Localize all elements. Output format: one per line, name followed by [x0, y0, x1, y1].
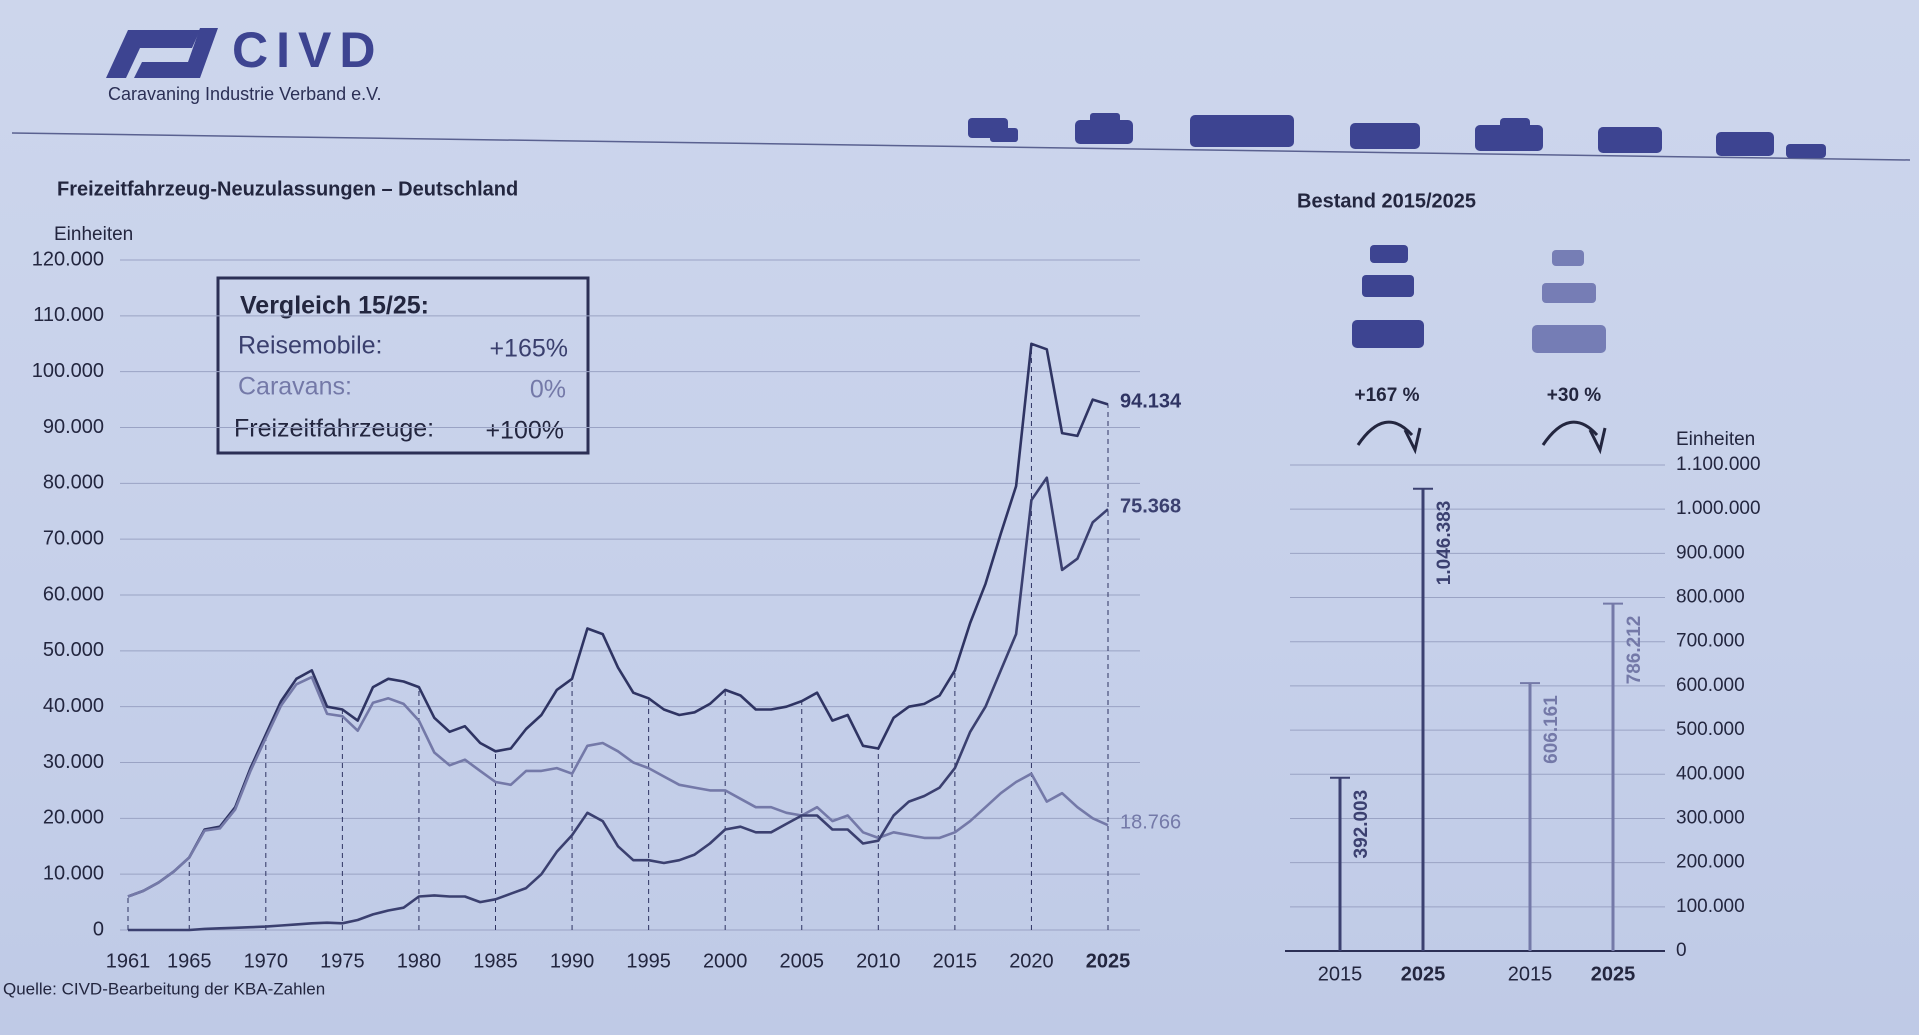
x-tick-label: 2025: [1401, 963, 1446, 985]
y-tick-label: 600.000: [1676, 675, 1745, 696]
x-tick-label: 2005: [780, 950, 825, 972]
y-axis-label: Einheiten: [1676, 429, 1755, 450]
logo-subtitle: Caravaning Industrie Verband e.V.: [108, 84, 382, 104]
y-tick-label: 200.000: [1676, 852, 1745, 873]
value-label: 1.046.383: [1434, 501, 1455, 586]
x-tick-label: 1985: [473, 950, 518, 972]
bar: [1611, 603, 1615, 951]
y-tick-label: 800.000: [1676, 587, 1745, 608]
y-tick-label: 700.000: [1676, 631, 1745, 652]
y-tick-label: 1.000.000: [1676, 498, 1761, 519]
logo-text: CIVD: [232, 22, 383, 78]
y-tick-label: 900.000: [1676, 542, 1745, 563]
y-tick-label: 70.000: [43, 527, 104, 549]
y-tick-label: 120.000: [32, 248, 104, 270]
y-tick-label: 0: [93, 918, 104, 940]
x-tick-label: 1965: [167, 950, 212, 972]
box-value: +100%: [485, 417, 564, 445]
y-tick-label: 1.100.000: [1676, 454, 1761, 475]
x-tick-label: 2015: [1318, 963, 1363, 985]
x-tick-label: 2015: [1508, 963, 1553, 985]
series-line: [128, 476, 1109, 932]
x-tick-label: 1990: [550, 950, 595, 972]
chart-title: Bestand 2015/2025: [1297, 190, 1476, 212]
box-value: +165%: [489, 335, 568, 363]
bar: [1338, 777, 1342, 951]
y-tick-label: 500.000: [1676, 719, 1745, 740]
y-axis-label: Einheiten: [54, 224, 133, 245]
end-value-label: 18.766: [1120, 812, 1181, 834]
y-tick-label: 40.000: [43, 695, 104, 717]
series-line: [127, 675, 1109, 898]
growth-annotation: +167 %: [1355, 385, 1420, 406]
y-tick-label: 110.000: [33, 304, 104, 326]
x-tick-label: 1975: [320, 950, 365, 972]
y-tick-label: 10.000: [43, 862, 104, 884]
y-tick-label: 50.000: [43, 639, 104, 661]
y-tick-label: 60.000: [43, 583, 104, 605]
bar: [1421, 488, 1425, 951]
x-tick-label: 2015: [933, 950, 978, 972]
series-line: [127, 342, 1109, 898]
y-tick-label: 80.000: [43, 472, 104, 494]
value-label: 606.161: [1541, 695, 1562, 764]
comparison-box: Vergleich 15/25: Reisemobile: +165% Cara…: [216, 276, 590, 455]
x-tick-label: 1970: [244, 950, 289, 972]
y-tick-label: 90.000: [43, 416, 104, 438]
y-tick-label: 20.000: [43, 807, 104, 829]
header-rule: [11, 132, 1911, 161]
vehicle-icons: [968, 113, 1826, 353]
y-tick-label: 300.000: [1676, 807, 1745, 828]
x-tick-label: 1961: [106, 950, 151, 972]
value-label: 392.003: [1351, 790, 1372, 859]
box-value: 0%: [530, 376, 566, 404]
x-tick-label: 2010: [856, 950, 901, 972]
value-label: 786.212: [1624, 616, 1645, 685]
y-tick-label: 100.000: [32, 360, 104, 382]
x-tick-label: 1980: [397, 950, 442, 972]
x-tick-label: 2000: [703, 950, 748, 972]
box-title: Vergleich 15/25:: [240, 292, 429, 320]
x-tick-label: 2020: [1009, 950, 1054, 972]
end-value-label: 75.368: [1120, 495, 1181, 517]
growth-arrows: [1356, 420, 1607, 455]
growth-annotation: +30 %: [1547, 385, 1602, 406]
box-label: Freizeitfahrzeuge:: [234, 415, 434, 443]
x-tick-label: 2025: [1591, 963, 1636, 985]
y-tick-label: 0: [1676, 940, 1687, 961]
chart-title: Freizeitfahrzeug-Neuzulassungen – Deutsc…: [57, 178, 518, 200]
y-tick-label: 100.000: [1676, 896, 1745, 917]
box-label: Caravans:: [238, 373, 352, 401]
y-tick-label: 400.000: [1676, 763, 1745, 784]
y-tick-label: 30.000: [43, 751, 104, 773]
box-frame: [216, 276, 590, 455]
end-value-label: 94.134: [1120, 391, 1182, 413]
bar: [1528, 683, 1532, 951]
x-tick-label: 2025: [1086, 950, 1131, 972]
x-tick-label: 1995: [626, 950, 671, 972]
logo-mark: [106, 28, 218, 78]
source: Quelle: CIVD-Bearbeitung der KBA-Zahlen: [3, 979, 325, 998]
box-label: Reisemobile:: [238, 332, 383, 360]
